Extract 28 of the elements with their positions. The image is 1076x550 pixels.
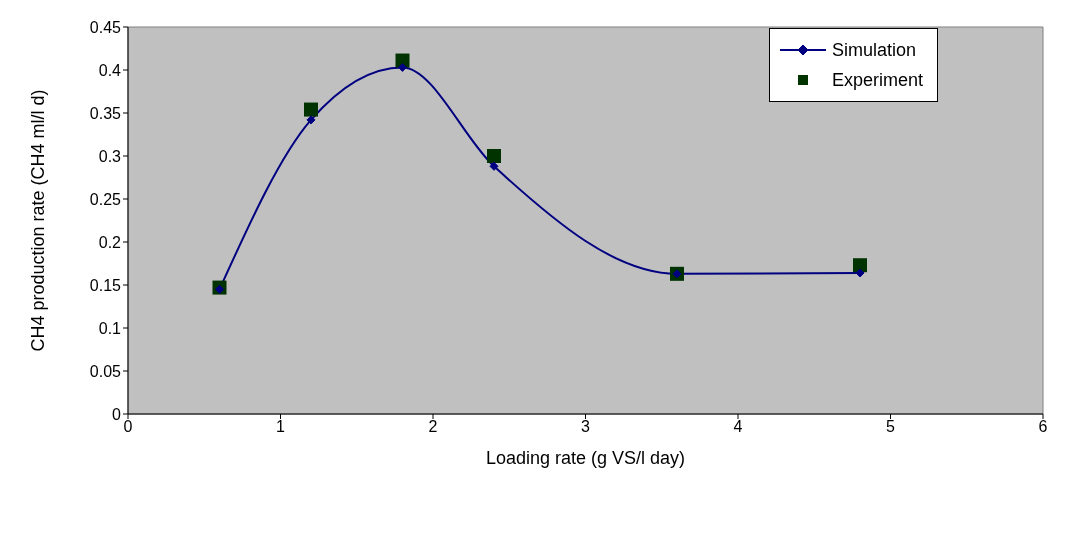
- y-tick-label: 0.2: [98, 233, 122, 251]
- y-tick-label: 0.35: [89, 104, 122, 122]
- point: [304, 102, 318, 117]
- y-tick-label: 0.15: [89, 276, 122, 294]
- legend-label: Simulation: [831, 39, 916, 61]
- y-tick-label: 0.3: [98, 147, 122, 165]
- x-tick-label: 0: [123, 418, 133, 436]
- x-tick-label: 5: [886, 418, 896, 436]
- legend-label: Experiment: [831, 69, 923, 91]
- point: [855, 268, 865, 278]
- y-tick-label: 0.25: [89, 190, 122, 208]
- y-tick-label: 0.05: [89, 362, 122, 380]
- point: [487, 149, 501, 163]
- y-tick-label: 0: [112, 405, 122, 423]
- point: [489, 161, 499, 171]
- point: [398, 62, 407, 72]
- y-tick-label: 0.1: [98, 319, 122, 337]
- x-tick-label: 4: [733, 418, 743, 436]
- x-tick-label: 3: [581, 418, 591, 436]
- y-tick-label: 0.4: [98, 61, 122, 79]
- y-axis-title: CH4 production rate (CH4 ml/l d): [28, 89, 49, 352]
- y-tick-label: 0.45: [89, 18, 122, 36]
- x-tick-label: 2: [428, 418, 438, 436]
- point: [853, 258, 867, 273]
- x-tick-label: 6: [1038, 418, 1048, 436]
- x-axis-title: Loading rate (g VS/l day): [485, 448, 686, 468]
- point: [306, 115, 316, 125]
- x-tick-label: 1: [276, 418, 286, 436]
